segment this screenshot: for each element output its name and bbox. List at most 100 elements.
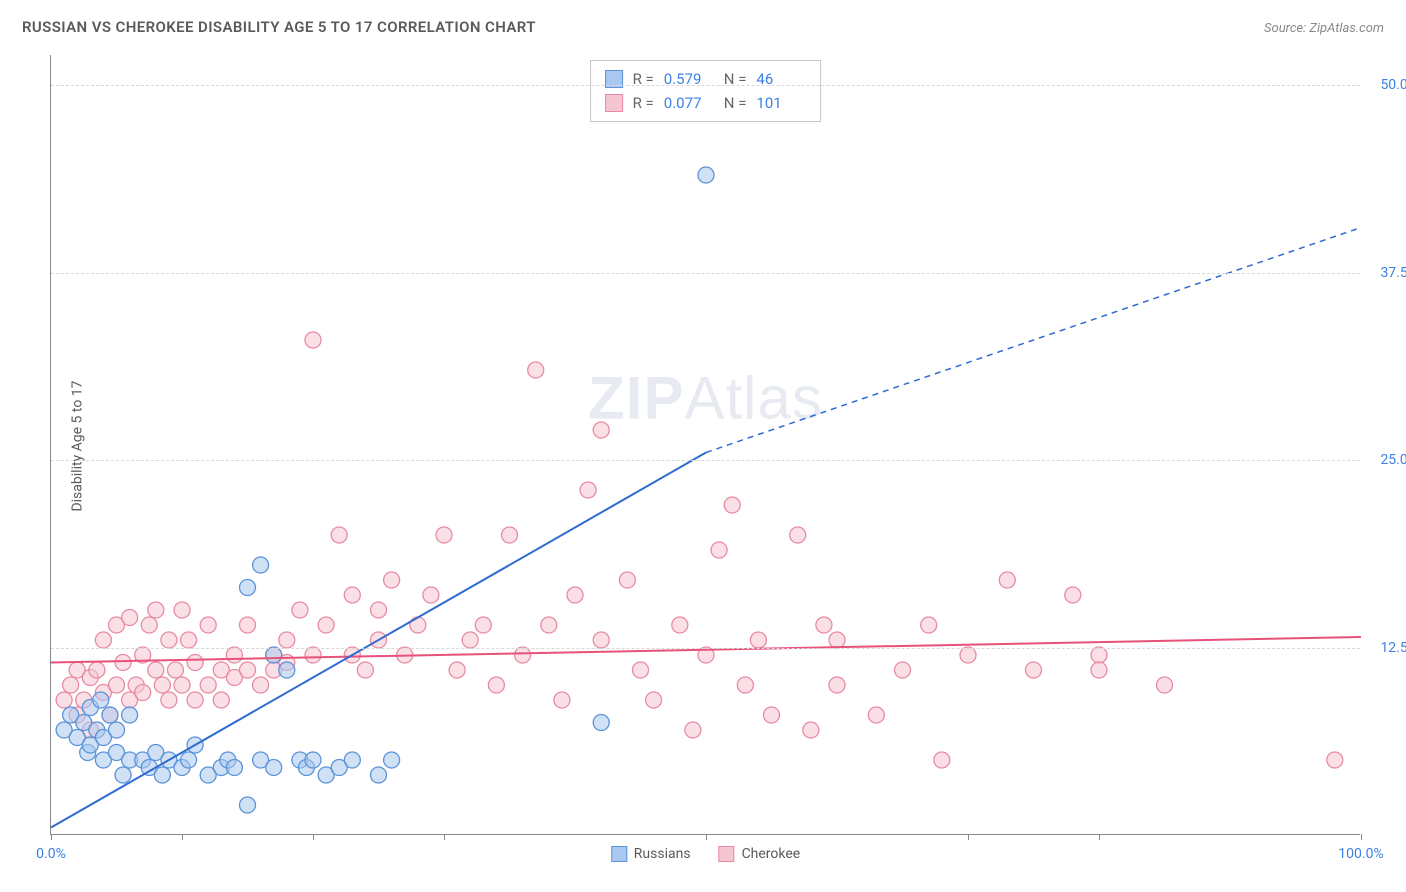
cherokee-point (200, 617, 216, 633)
cherokee-point (1065, 587, 1081, 603)
y-tick-label: 37.5% (1380, 265, 1406, 281)
cherokee-point (154, 677, 170, 693)
cherokee-point (161, 632, 177, 648)
series-legend: Russians Cherokee (611, 846, 800, 862)
cherokee-point (357, 662, 373, 678)
legend-n-label: N = (724, 91, 747, 115)
grid-line (51, 85, 1360, 86)
legend-row-russians: R =0.579N =46 (605, 67, 807, 91)
cherokee-point (181, 632, 197, 648)
cherokee-point (305, 647, 321, 663)
cherokee-point (305, 332, 321, 348)
cherokee-point (344, 587, 360, 603)
x-tick (1099, 834, 1100, 840)
russians-point (240, 580, 256, 596)
russians-point (305, 752, 321, 768)
russians-point (344, 752, 360, 768)
cherokee-point (240, 617, 256, 633)
cherokee-point (240, 662, 256, 678)
x-tick-label: 100.0% (1338, 846, 1383, 862)
cherokee-point (750, 632, 766, 648)
russians-point (109, 722, 125, 738)
cherokee-point (253, 677, 269, 693)
legend-r-value: 0.077 (664, 91, 714, 115)
cherokee-point (141, 617, 157, 633)
cherokee-point (449, 662, 465, 678)
cherokee-point (737, 677, 753, 693)
cherokee-point (646, 692, 662, 708)
x-tick (182, 834, 183, 840)
cherokee-point (685, 722, 701, 738)
legend-swatch (605, 94, 623, 112)
chart-source: Source: ZipAtlas.com (1264, 21, 1384, 36)
cherokee-point (711, 542, 727, 558)
cherokee-point (593, 632, 609, 648)
russians-point (371, 767, 387, 783)
cherokee-point (63, 677, 79, 693)
russians-trend-dashed (706, 228, 1361, 453)
x-tick-label: 0.0% (36, 846, 66, 862)
russians-point (698, 167, 714, 183)
cherokee-point (167, 662, 183, 678)
cherokee-point (226, 647, 242, 663)
series-legend-russians: Russians (611, 846, 691, 862)
cherokee-point (423, 587, 439, 603)
chart-title: RUSSIAN VS CHEROKEE DISABILITY AGE 5 TO … (22, 18, 536, 36)
cherokee-point (1091, 662, 1107, 678)
cherokee-point (868, 707, 884, 723)
cherokee-point (187, 692, 203, 708)
cherokee-point (1157, 677, 1173, 693)
x-tick (968, 834, 969, 840)
cherokee-point (115, 655, 131, 671)
chart-svg (51, 55, 1360, 834)
series-label: Cherokee (742, 846, 801, 862)
cherokee-point (89, 662, 105, 678)
russians-point (102, 707, 118, 723)
cherokee-point (292, 602, 308, 618)
x-tick (51, 834, 52, 840)
cherokee-point (1327, 752, 1343, 768)
legend-r-label: R = (633, 67, 654, 91)
cherokee-point (279, 632, 295, 648)
russians-point (253, 557, 269, 573)
russians-point (240, 797, 256, 813)
cherokee-point (56, 692, 72, 708)
cherokee-point (213, 692, 229, 708)
y-tick-label: 12.5% (1380, 640, 1406, 656)
russians-point (181, 752, 197, 768)
cherokee-point (515, 647, 531, 663)
cherokee-point (161, 692, 177, 708)
cherokee-point (174, 677, 190, 693)
grid-line (51, 273, 1360, 274)
russians-point (93, 692, 109, 708)
cherokee-point (593, 422, 609, 438)
correlation-legend: R =0.579N =46R =0.077N =101 (590, 60, 822, 122)
cherokee-point (135, 685, 151, 701)
cherokee-point (999, 572, 1015, 588)
russians-point (384, 752, 400, 768)
cherokee-point (934, 752, 950, 768)
cherokee-point (148, 602, 164, 618)
cherokee-point (462, 632, 478, 648)
cherokee-point (921, 617, 937, 633)
legend-r-value: 0.579 (664, 67, 714, 91)
cherokee-point (829, 632, 845, 648)
cherokee-point (567, 587, 583, 603)
cherokee-point (764, 707, 780, 723)
cherokee-point (724, 497, 740, 513)
y-tick-label: 50.0% (1380, 77, 1406, 93)
cherokee-point (790, 527, 806, 543)
legend-swatch (611, 846, 627, 862)
cherokee-point (803, 722, 819, 738)
legend-n-value: 46 (756, 67, 806, 91)
cherokee-point (318, 617, 334, 633)
cherokee-point (384, 572, 400, 588)
cherokee-point (371, 602, 387, 618)
russians-point (122, 707, 138, 723)
cherokee-point (1091, 647, 1107, 663)
cherokee-point (633, 662, 649, 678)
x-tick (706, 834, 707, 840)
grid-line (51, 648, 1360, 649)
cherokee-point (331, 527, 347, 543)
cherokee-point (895, 662, 911, 678)
